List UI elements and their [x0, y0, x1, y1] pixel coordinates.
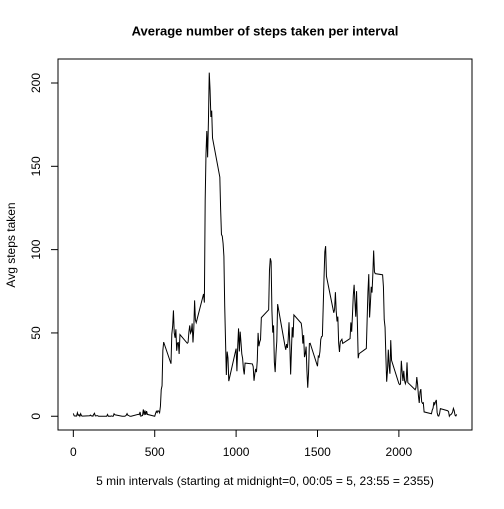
- y-tick-label: 100: [29, 239, 43, 259]
- x-tick-label: 500: [145, 445, 165, 459]
- x-tick-label: 1000: [223, 445, 250, 459]
- plot-frame: [57, 58, 473, 431]
- data-line: [72, 72, 458, 418]
- chart-title: Average number of steps taken per interv…: [132, 23, 399, 38]
- x-axis-label: 5 min intervals (starting at midnight=0,…: [96, 474, 434, 488]
- y-tick-label: 50: [29, 326, 43, 340]
- x-tick-label: 1500: [304, 445, 331, 459]
- y-tick-label: 200: [29, 73, 43, 93]
- x-tick-label: 2000: [386, 445, 413, 459]
- y-tick-label: 150: [29, 156, 43, 176]
- y-tick-label: 0: [29, 413, 43, 420]
- x-tick-label: 0: [70, 445, 77, 459]
- y-axis-label: Avg steps taken: [4, 202, 18, 287]
